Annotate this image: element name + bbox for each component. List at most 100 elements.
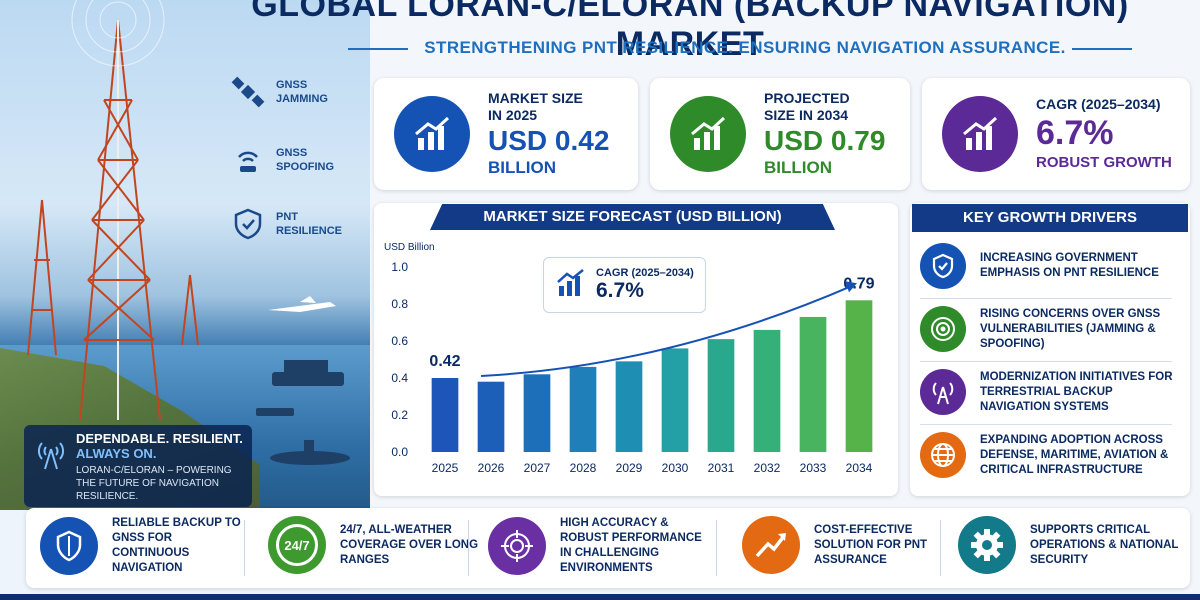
bar-2025 xyxy=(431,378,459,452)
gear-icon xyxy=(958,516,1016,574)
chart-up-icon xyxy=(942,96,1018,172)
threat-label: PNT RESILIENCE xyxy=(276,211,343,237)
page-title: GLOBAL LORAN-C/ELORAN (BACKUP NAVIGATION… xyxy=(251,0,1129,63)
bar-2027 xyxy=(523,374,551,452)
feature-text: 24/7, ALL-WEATHER COVERAGE OVER LONG RAN… xyxy=(340,523,479,566)
chart-up-icon xyxy=(394,96,470,172)
crosshair-icon xyxy=(488,517,546,575)
shield-icon xyxy=(920,243,966,289)
feature-text: SUPPORTS CRITICAL OPERATIONS & NATIONAL … xyxy=(1030,523,1179,566)
cagr-callout-label: CAGR (2025–2034) xyxy=(596,267,694,279)
kpi-card-cagr: CAGR (2025–2034) 6.7% ROBUST GROWTH xyxy=(922,78,1190,190)
kpi-card-market-size: MARKET SIZE IN 2025 USD 0.42 BILLION xyxy=(374,78,638,190)
kpi-label: MARKET SIZE IN 2025 xyxy=(488,90,583,123)
tower-icon xyxy=(920,369,966,415)
page-subtitle: STRENGTHENING PNT RESILIENCE. ENSURING N… xyxy=(424,38,1066,57)
threat-label: GNSS SPOOFING xyxy=(276,147,335,173)
bar-2026 xyxy=(477,381,505,452)
bar-2034 xyxy=(845,300,873,452)
tagline-line3: LORAN-C/ELORAN – POWERING THE FUTURE OF … xyxy=(76,465,232,502)
kpi-value: USD 0.42 xyxy=(488,125,610,156)
x-tick-label: 2030 xyxy=(662,461,689,475)
kpi-label: CAGR (2025–2034) xyxy=(1036,95,1161,112)
growth-drivers-heading: KEY GROWTH DRIVERS xyxy=(912,204,1188,232)
driver-item: MODERNIZATION INITIATIVES FOR TERRESTRIA… xyxy=(920,369,1182,415)
kpi-card-projected-size: PROJECTED SIZE IN 2034 USD 0.79 BILLION xyxy=(650,78,910,190)
feature-divider xyxy=(468,520,469,576)
x-tick-label: 2032 xyxy=(754,461,781,475)
y-tick-label: 0.0 xyxy=(391,445,408,459)
trend-up-icon xyxy=(742,516,800,574)
antenna-icon xyxy=(34,435,68,476)
bar-2032 xyxy=(753,329,781,452)
driver-item: INCREASING GOVERNMENT EMPHASIS ON PNT RE… xyxy=(920,243,1182,289)
driver-text: RISING CONCERNS OVER GNSS VULNERABILITIE… xyxy=(980,307,1161,350)
feature-item: RELIABLE BACKUP TO GNSS FOR CONTINUOUS N… xyxy=(40,516,242,576)
satellite-icon xyxy=(230,74,266,110)
x-tick-label: 2033 xyxy=(800,461,827,475)
footer-bar xyxy=(0,594,1200,600)
driver-divider xyxy=(920,361,1172,362)
clock-24-icon: 24/7 xyxy=(268,516,326,574)
subtitle-rule-right xyxy=(1072,48,1132,50)
cagr-callout: CAGR (2025–2034) 6.7% xyxy=(543,257,706,313)
driver-text: EXPANDING ADOPTION ACROSS DEFENSE, MARIT… xyxy=(980,433,1169,476)
tagline-line1: DEPENDABLE. RESILIENT. xyxy=(76,431,243,446)
market-size-bar-chart: USD Billion 0.0 0.2 0.4 0.6 0.8 1.0 2025 2026 2… xyxy=(384,242,875,475)
trend-arrow-line xyxy=(480,285,852,377)
kpi-value: 6.7% xyxy=(1036,113,1114,152)
chart-up-icon xyxy=(556,268,586,302)
x-tick-label: 2026 xyxy=(478,461,505,475)
tagline-box: DEPENDABLE. RESILIENT. ALWAYS ON. LORAN-… xyxy=(24,425,252,507)
threat-gnss-jamming: GNSS JAMMING xyxy=(230,74,346,110)
threat-pnt-resilience: PNT RESILIENCE xyxy=(230,206,346,242)
bar-2028 xyxy=(569,366,597,452)
threat-gnss-spoofing: GNSS SPOOFING xyxy=(230,142,346,178)
kpi-unit: ROBUST GROWTH xyxy=(1036,153,1172,171)
shield-icon xyxy=(40,517,98,575)
feature-divider xyxy=(244,520,245,576)
kpi-value: USD 0.79 xyxy=(764,125,886,156)
trend-arrowhead xyxy=(845,281,857,293)
feature-divider xyxy=(716,520,717,576)
bar-2029 xyxy=(615,361,643,452)
feature-text: RELIABLE BACKUP TO GNSS FOR CONTINUOUS N… xyxy=(112,517,241,574)
kpi-label: PROJECTED SIZE IN 2034 xyxy=(764,90,850,123)
x-tick-label: 2025 xyxy=(432,461,459,475)
subtitle-rule-left xyxy=(348,48,408,50)
tagline-line2: ALWAYS ON. xyxy=(76,446,157,461)
x-tick-label: 2028 xyxy=(570,461,597,475)
kpi-unit: BILLION xyxy=(764,158,832,177)
shield-icon xyxy=(230,206,266,242)
feature-item: COST-EFFECTIVE SOLUTION FOR PNT ASSURANC… xyxy=(742,516,944,574)
driver-item: RISING CONCERNS OVER GNSS VULNERABILITIE… xyxy=(920,306,1182,352)
clock-24-badge: 24/7 xyxy=(276,524,318,566)
tower-illustration xyxy=(27,0,350,465)
chart-up-icon xyxy=(670,96,746,172)
y-tick-label: 0.6 xyxy=(391,334,408,348)
y-tick-label: 1.0 xyxy=(391,260,408,274)
feature-item: HIGH ACCURACY & ROBUST PERFORMANCE IN CH… xyxy=(488,516,710,576)
kpi-unit: BILLION xyxy=(488,158,556,177)
y-axis-label: USD Billion xyxy=(384,242,435,253)
bar-2031 xyxy=(707,339,735,452)
signal-icon xyxy=(230,142,266,178)
feature-item: 24/7 24/7, ALL-WEATHER COVERAGE OVER LON… xyxy=(268,516,490,574)
y-tick-label: 0.2 xyxy=(391,408,408,422)
bar-2030 xyxy=(661,348,689,452)
x-tick-label: 2027 xyxy=(524,461,551,475)
chart-title: MARKET SIZE FORECAST (USD BILLION) xyxy=(430,204,835,230)
x-tick-label: 2031 xyxy=(708,461,735,475)
x-tick-label: 2034 xyxy=(846,461,873,475)
data-label: 0.42 xyxy=(429,353,460,370)
feature-text: COST-EFFECTIVE SOLUTION FOR PNT ASSURANC… xyxy=(814,523,928,566)
globe-icon xyxy=(920,432,966,478)
cagr-callout-value: 6.7% xyxy=(596,279,644,302)
bar-2033 xyxy=(799,316,827,452)
feature-divider xyxy=(940,520,941,576)
target-icon xyxy=(920,306,966,352)
driver-text: MODERNIZATION INITIATIVES FOR TERRESTRIA… xyxy=(980,370,1173,413)
feature-text: HIGH ACCURACY & ROBUST PERFORMANCE IN CH… xyxy=(560,517,702,574)
x-tick-label: 2029 xyxy=(616,461,643,475)
threat-label: GNSS JAMMING xyxy=(276,79,328,105)
